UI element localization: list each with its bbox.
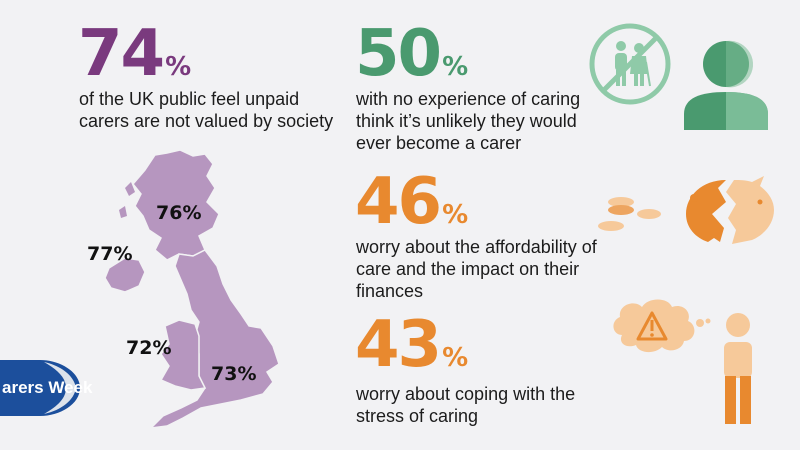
stat-50-description: with no experience of caring think it’s … xyxy=(356,88,580,154)
region-label-northern-ireland: 77% xyxy=(87,243,133,265)
description-line: stress of caring xyxy=(356,406,479,426)
description-line: carers are not valued by society xyxy=(79,111,334,131)
stat-46-description: worry about the affordability of care an… xyxy=(356,236,597,302)
stat-number: 50 xyxy=(355,17,442,91)
stat-43-description: worry about coping with the stress of ca… xyxy=(356,383,575,427)
description-line: finances xyxy=(356,281,424,301)
stat-43-number: 43% xyxy=(355,313,468,377)
description-line: think it’s unlikely they would xyxy=(356,111,577,131)
stat-number: 43 xyxy=(355,308,442,382)
map-region-england xyxy=(148,249,280,430)
stat-46-number: 46% xyxy=(355,170,468,234)
description-line: worry about the affordability of xyxy=(356,237,597,257)
map-region-wales xyxy=(159,319,207,391)
carers-week-logo xyxy=(0,360,80,416)
person-standing-icon xyxy=(724,313,752,424)
description-line: with no experience of caring xyxy=(356,89,581,109)
stat-percent-sign: % xyxy=(165,52,192,82)
no-elderly-people-icon xyxy=(589,23,671,105)
stat-percent-sign: % xyxy=(442,200,469,230)
description-line: care and the impact on their xyxy=(356,259,580,279)
region-label-wales: 72% xyxy=(126,337,172,359)
region-label-scotland: 76% xyxy=(156,202,202,224)
person-icon xyxy=(684,40,768,130)
logo-text: arers Week xyxy=(2,378,93,397)
stat-74-number: 74% xyxy=(78,22,191,86)
description-line: of the UK public feel unpaid xyxy=(79,89,300,109)
uk-map xyxy=(104,150,280,430)
stat-50-number: 50% xyxy=(355,22,468,86)
map-islands xyxy=(119,206,127,218)
map-islands xyxy=(125,182,135,196)
description-line: ever become a carer xyxy=(356,133,522,153)
stat-number: 46 xyxy=(355,165,442,239)
broken-piggy-bank-icon xyxy=(686,176,774,244)
stat-number: 74 xyxy=(78,17,165,91)
stat-percent-sign: % xyxy=(442,52,469,82)
coins-icon xyxy=(598,197,661,231)
description-line: worry about coping with the xyxy=(356,384,576,404)
stat-74-description: of the UK public feel unpaid carers are … xyxy=(79,88,333,132)
region-label-england: 73% xyxy=(211,363,257,385)
map-region-scotland xyxy=(132,150,220,261)
stat-percent-sign: % xyxy=(442,343,469,373)
map-region-northern-ireland xyxy=(104,257,146,293)
worry-thought-bubble-icon xyxy=(613,299,711,353)
